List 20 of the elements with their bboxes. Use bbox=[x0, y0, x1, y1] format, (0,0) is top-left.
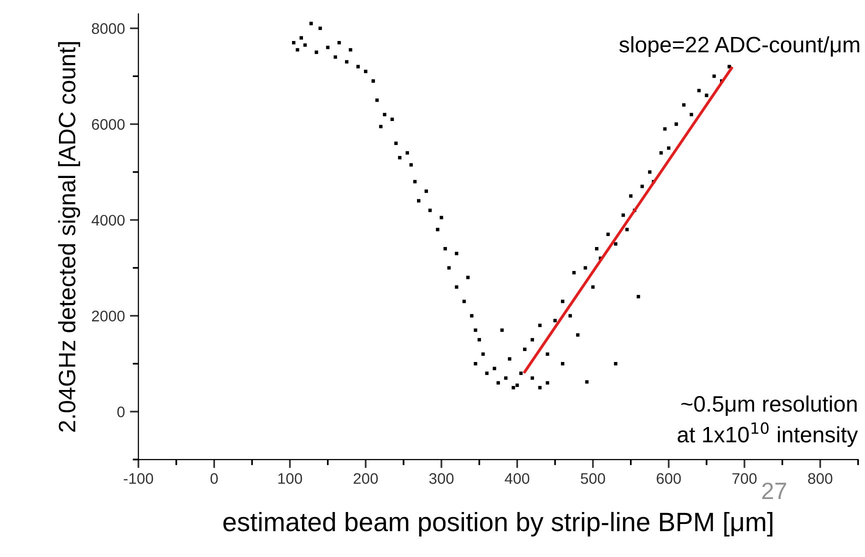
x-tick-label: 400 bbox=[504, 473, 530, 484]
x-tick-label: 300 bbox=[429, 473, 454, 484]
y-tick-label: 4000 bbox=[92, 214, 125, 226]
x-tick-label: 200 bbox=[354, 473, 378, 484]
x-tick-label: 100 bbox=[278, 473, 302, 484]
x-tick-label: 600 bbox=[656, 473, 681, 484]
x-tick-label: 500 bbox=[580, 473, 606, 484]
y-tick-label: 6000 bbox=[92, 118, 125, 130]
y-tick-label: 8000 bbox=[92, 23, 125, 34]
text: 27 bbox=[762, 482, 786, 500]
annotation: ~0.5μm resolution at 1x10$^{10}$ intensity bbox=[678, 395, 858, 447]
x-axis-title: estimated beam position by strip-line BPM [μm] bbox=[223, 512, 772, 537]
y-tick-label: 0 bbox=[117, 406, 125, 418]
y-axis-title: 2.04GHz detected signal [ADC count] bbox=[58, 42, 80, 432]
y-tick-label: 2000 bbox=[92, 310, 125, 322]
x-tick-label: 700 bbox=[732, 473, 757, 484]
x-tick-label: -100 bbox=[124, 473, 154, 484]
x-tick-label: 800 bbox=[808, 473, 832, 484]
x-tick-label: 0 bbox=[210, 473, 218, 484]
annotation: slope=22 ADC-count/μm bbox=[619, 36, 860, 57]
